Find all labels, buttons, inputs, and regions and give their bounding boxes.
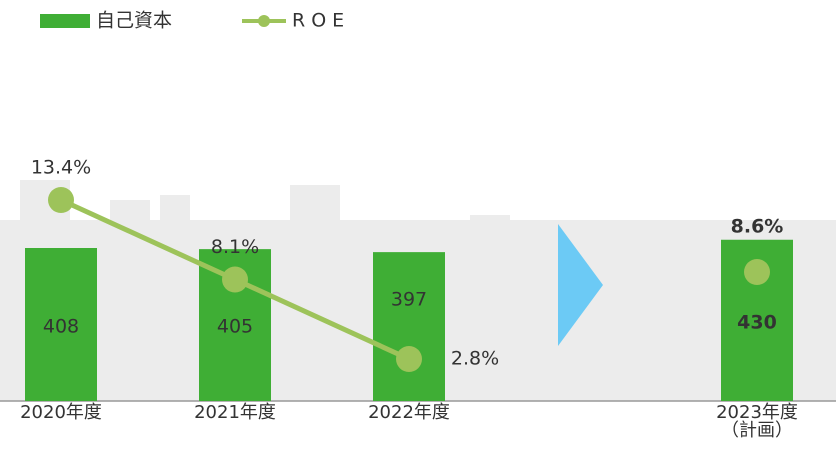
roe-value-label: 8.6% xyxy=(731,216,784,238)
bar-value-label: 405 xyxy=(217,316,253,338)
x-tick-label: 2023年度 （計画） xyxy=(716,402,798,441)
bar-value-label: 430 xyxy=(737,312,777,334)
bar-value-label: 408 xyxy=(43,316,79,338)
roe-point xyxy=(396,346,422,372)
roe-point xyxy=(744,259,770,285)
x-tick-label: 2020年度 xyxy=(20,402,102,423)
separator-arrow xyxy=(558,224,603,346)
x-tick-label: 2021年度 xyxy=(194,402,276,423)
legend-label: ROE xyxy=(292,10,350,32)
roe-value-label: 2.8% xyxy=(451,348,499,370)
roe-value-label: 8.1% xyxy=(211,236,259,258)
bar xyxy=(373,252,445,401)
bar xyxy=(25,248,97,401)
roe-point xyxy=(222,266,248,293)
x-tick-label: 2022年度 xyxy=(368,402,450,423)
legend-label: 自己資本 xyxy=(96,10,172,32)
roe-value-label: 13.4% xyxy=(31,157,91,179)
bar-value-label: 397 xyxy=(391,289,427,311)
legend-swatch xyxy=(40,14,90,28)
roe-point xyxy=(48,187,74,213)
legend-swatch xyxy=(258,15,270,27)
